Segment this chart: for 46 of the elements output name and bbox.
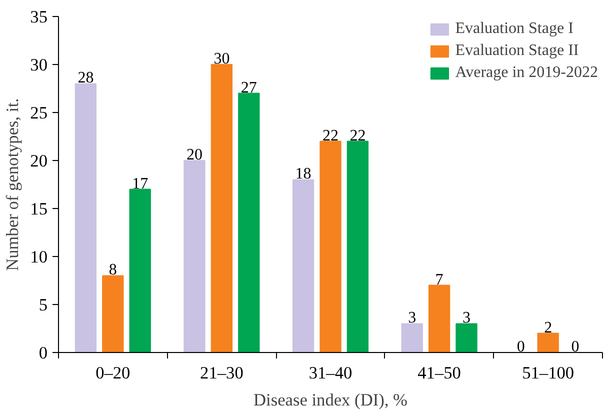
y-tick-label: 35 <box>30 8 48 26</box>
bar <box>456 323 478 352</box>
y-tick-label: 20 <box>30 152 48 170</box>
bar <box>238 92 260 352</box>
data-label: 7 <box>435 271 444 288</box>
bar <box>537 332 559 352</box>
data-label: 18 <box>295 166 312 183</box>
y-axis-title: Number of genotypes, it. <box>3 98 22 271</box>
y-tick-label: 5 <box>38 296 48 314</box>
x-tick-label: 51–100 <box>522 364 574 382</box>
bar <box>184 160 206 352</box>
legend-label: Evaluation Stage I <box>455 20 574 38</box>
y-tick-label: 15 <box>30 200 48 218</box>
data-label: 30 <box>214 50 230 68</box>
x-tick-label: 21–30 <box>200 364 244 382</box>
x-tick-label: 41–50 <box>418 364 461 382</box>
data-label: 27 <box>240 79 257 96</box>
data-label: 2 <box>544 319 552 336</box>
data-label: 8 <box>108 262 117 279</box>
bar <box>129 188 151 352</box>
bar <box>74 83 97 352</box>
bar <box>346 140 369 352</box>
data-label: 0 <box>571 338 580 356</box>
data-label: 0 <box>516 338 525 356</box>
x-tick-label: 0–20 <box>96 364 130 382</box>
x-tick-label: 31–40 <box>308 364 352 382</box>
data-label: 17 <box>132 175 148 192</box>
data-label: 20 <box>186 146 202 164</box>
bar <box>292 179 314 352</box>
legend-label: Evaluation Stage II <box>455 42 579 60</box>
data-label: 3 <box>408 310 416 327</box>
data-label: 22 <box>322 127 338 144</box>
y-tick-label: 0 <box>38 344 48 362</box>
bar <box>428 284 450 352</box>
bar <box>210 64 233 352</box>
data-label: 22 <box>350 127 366 144</box>
y-tick-label: 10 <box>30 248 48 266</box>
legend-label: Average in 2019-2022 <box>455 64 598 82</box>
bar <box>401 323 423 352</box>
y-tick-label: 25 <box>30 104 48 122</box>
bar <box>320 140 342 352</box>
bar <box>102 275 124 352</box>
data-label: 28 <box>78 70 94 87</box>
y-tick-label: 30 <box>30 56 48 74</box>
data-label: 3 <box>462 310 470 327</box>
x-axis-title: Disease index (DI), % <box>254 390 408 410</box>
